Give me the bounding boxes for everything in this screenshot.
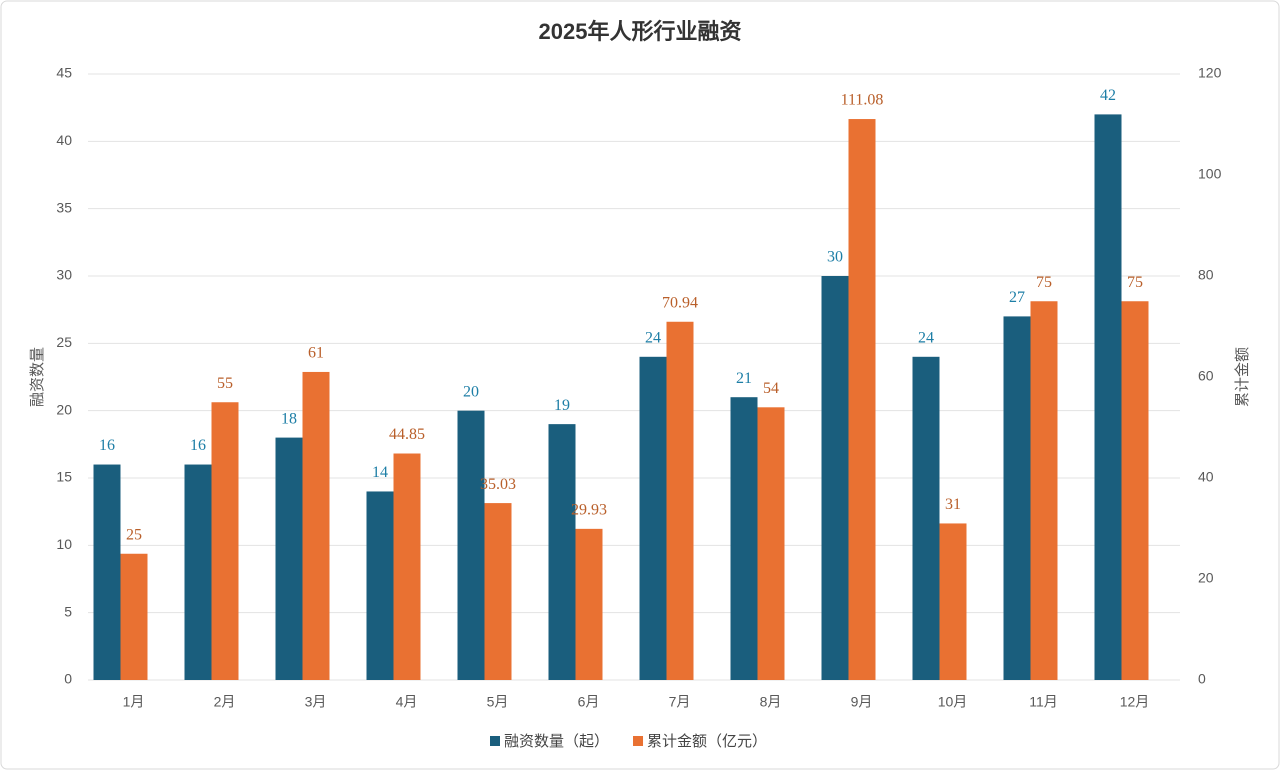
- y-tick-label: 15: [56, 469, 72, 485]
- bar: [666, 321, 694, 680]
- value-label: 21: [736, 370, 752, 387]
- bar: [548, 424, 576, 680]
- value-label: 30: [827, 249, 843, 266]
- y2-tick-label: 80: [1198, 267, 1214, 283]
- y-tick-label: 35: [56, 199, 72, 215]
- bar: [484, 503, 512, 680]
- bar: [575, 528, 603, 680]
- bar: [457, 410, 485, 680]
- value-label: 29.93: [571, 502, 607, 519]
- value-label: 55: [217, 375, 233, 392]
- x-tick-label: 12月: [1120, 694, 1150, 710]
- bar: [184, 464, 212, 680]
- x-tick-label: 7月: [669, 694, 691, 710]
- value-label: 54: [763, 380, 779, 397]
- value-label: 111.08: [841, 92, 884, 109]
- x-tick-label: 3月: [305, 694, 327, 710]
- y-axis-label: 融资数量: [29, 347, 46, 407]
- bar: [912, 356, 940, 680]
- x-tick-label: 1月: [123, 694, 145, 710]
- value-label: 24: [918, 329, 934, 346]
- value-label: 27: [1009, 289, 1025, 306]
- legend-swatch: [633, 736, 644, 746]
- x-tick-label: 2月: [214, 694, 236, 710]
- bar: [120, 553, 148, 680]
- bar: [757, 407, 785, 680]
- y-tick-label: 20: [56, 401, 72, 417]
- value-label: 14: [372, 464, 388, 481]
- bar: [821, 276, 849, 680]
- legend-swatch: [490, 736, 500, 746]
- value-label: 18: [281, 410, 297, 427]
- value-label: 44.85: [389, 426, 425, 443]
- value-label: 61: [308, 345, 324, 362]
- y-tick-label: 40: [56, 132, 72, 148]
- x-tick-label: 8月: [760, 694, 782, 710]
- y-tick-label: 0: [64, 671, 72, 687]
- y-tick-label: 10: [56, 536, 72, 552]
- y2-tick-label: 60: [1198, 368, 1214, 384]
- bar: [1003, 316, 1031, 680]
- chart-title: 2025年人形行业融资: [539, 19, 742, 44]
- y2-tick-label: 100: [1198, 166, 1222, 182]
- y2-tick-label: 40: [1198, 469, 1214, 485]
- x-tick-label: 11月: [1029, 694, 1058, 710]
- y2-axis-label: 累计金额: [1234, 347, 1251, 407]
- bar: [93, 464, 121, 680]
- value-label: 70.94: [662, 294, 698, 311]
- bar: [730, 397, 758, 680]
- bar: [211, 402, 239, 680]
- value-label: 75: [1036, 274, 1052, 291]
- y-tick-label: 45: [56, 65, 72, 81]
- bar: [939, 523, 967, 680]
- value-label: 16: [99, 437, 115, 454]
- value-label: 31: [945, 496, 961, 513]
- x-tick-label: 5月: [487, 694, 509, 710]
- bar: [393, 453, 421, 680]
- bar: [275, 437, 303, 680]
- bar: [1094, 114, 1122, 680]
- x-tick-label: 9月: [851, 694, 873, 710]
- y2-tick-label: 120: [1198, 65, 1222, 81]
- bar: [366, 491, 394, 680]
- value-label: 42: [1100, 87, 1116, 104]
- x-tick-label: 10月: [938, 694, 968, 710]
- value-label: 25: [126, 526, 142, 543]
- value-label: 24: [645, 329, 661, 346]
- value-label: 16: [190, 437, 206, 454]
- legend-label: 累计金额（亿元）: [647, 733, 767, 750]
- bar: [848, 119, 876, 680]
- y2-tick-label: 20: [1198, 570, 1214, 586]
- bar: [302, 371, 330, 680]
- value-label: 75: [1127, 274, 1143, 291]
- value-label: 35.03: [480, 476, 516, 493]
- value-label: 20: [463, 383, 479, 400]
- y-tick-label: 30: [56, 267, 72, 283]
- bar: [1030, 301, 1058, 680]
- x-tick-label: 6月: [578, 694, 600, 710]
- y2-tick-label: 0: [1198, 671, 1206, 687]
- value-label: 19: [554, 397, 570, 414]
- bar: [1121, 301, 1149, 680]
- bar: [639, 356, 667, 680]
- x-tick-label: 4月: [396, 694, 418, 710]
- y-tick-label: 5: [64, 603, 72, 619]
- legend-label: 融资数量（起）: [504, 733, 609, 750]
- y-tick-label: 25: [56, 334, 72, 350]
